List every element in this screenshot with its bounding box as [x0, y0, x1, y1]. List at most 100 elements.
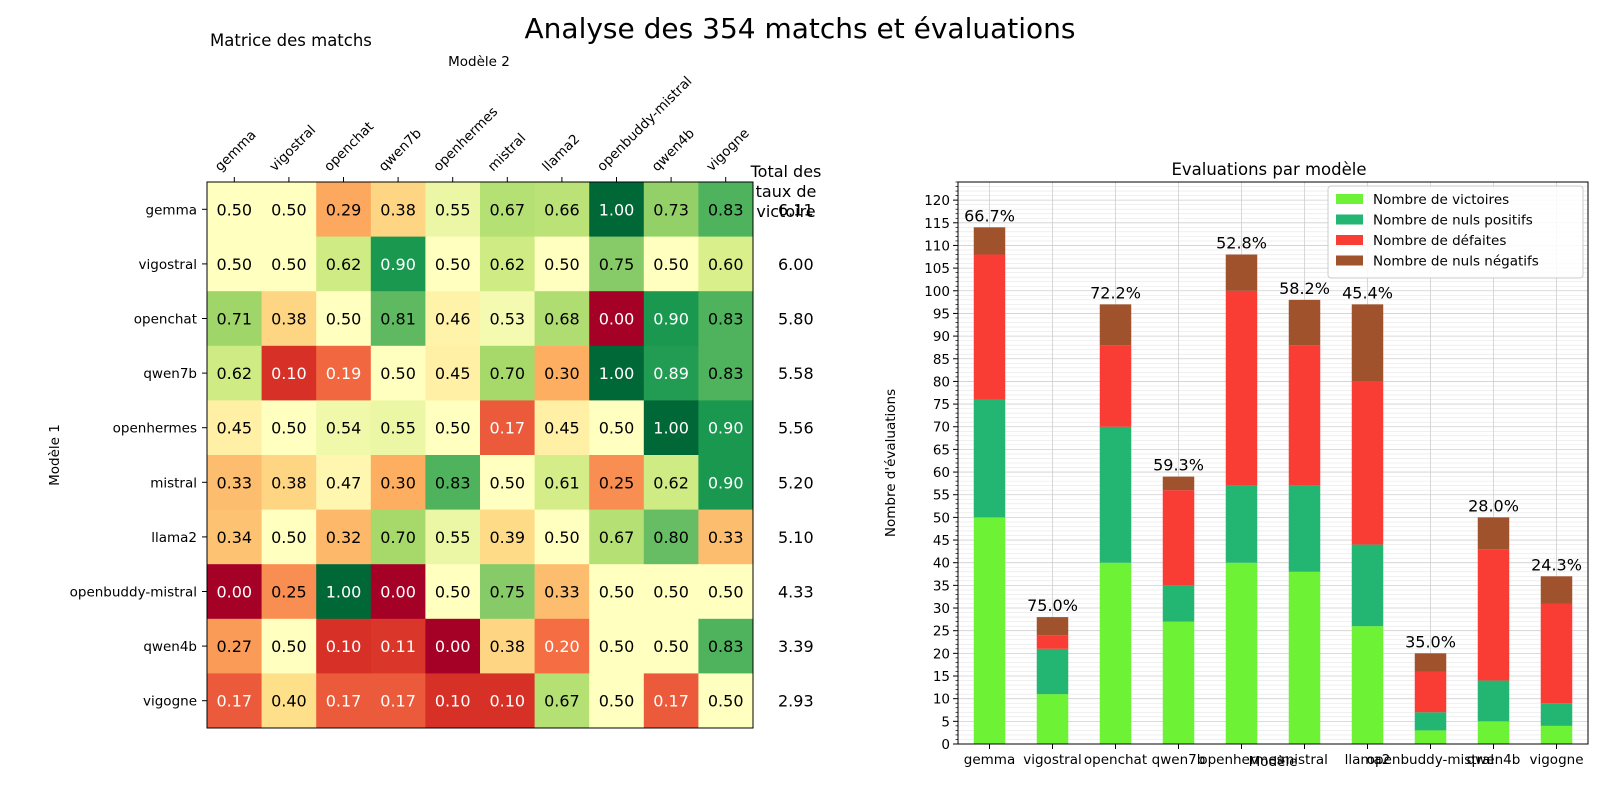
heatmap-cell-value: 0.20	[544, 637, 580, 656]
bar-segment	[1099, 345, 1132, 427]
y-tick-label: vigogne	[143, 694, 197, 710]
bar-segment	[973, 399, 1006, 518]
heatmap-cell	[425, 236, 481, 292]
x-tick-label: vigostral	[1023, 752, 1081, 768]
heatmap-cell	[534, 455, 590, 511]
heatmap-cell-value: 0.00	[599, 310, 635, 329]
y-tick-label: 115	[924, 216, 950, 232]
bar-total-label: 72.2%	[1090, 283, 1141, 302]
heatmap-cell	[589, 455, 645, 511]
y-tick-label: 25	[933, 624, 950, 640]
heatmap-cell	[261, 618, 317, 674]
y-tick-label: openhermes	[113, 421, 197, 437]
heatmap-cell	[643, 564, 699, 620]
y-tick-label: 120	[924, 193, 950, 209]
bar-segment	[1162, 621, 1195, 744]
heatmap-cell-value: 0.90	[653, 310, 689, 329]
heatmap-cell-value: 0.11	[380, 637, 416, 656]
heatmap-cell	[589, 509, 645, 565]
heatmap-cell	[261, 400, 317, 456]
x-tick-label: openbuddy-mistral	[594, 73, 695, 174]
y-tick-label: 60	[933, 465, 950, 481]
heatmap-frame	[206, 181, 754, 729]
bar-segment	[1477, 680, 1510, 722]
heatmap-cell	[316, 455, 372, 511]
heatmap-cell	[534, 236, 590, 292]
heatmap-cell-value: 0.00	[216, 583, 252, 602]
heatmap-cell-value: 0.83	[708, 637, 744, 656]
heatmap-cell-value: 0.66	[544, 200, 580, 219]
y-tick-label: 110	[924, 238, 950, 254]
y-tick-label: 75	[933, 397, 950, 413]
y-axis-label: Nombre d'évaluations	[883, 389, 899, 537]
heatmap-cell-value: 0.55	[380, 419, 416, 438]
heatmap-cell-value: 0.50	[271, 528, 307, 547]
bar-total-label: 75.0%	[1027, 596, 1078, 615]
y-tick-label: 70	[933, 420, 950, 436]
bar-segment	[1225, 485, 1258, 563]
bar-segment	[1162, 490, 1195, 586]
x-tick-label: vigogne	[1530, 752, 1584, 768]
heatmap-cell	[370, 345, 426, 401]
heatmap-cell	[643, 291, 699, 347]
totals-header: Total des taux de victoire	[750, 162, 822, 221]
total-value: 5.80	[778, 310, 814, 329]
heatmap-cell	[698, 509, 754, 565]
legend-swatch	[1336, 235, 1363, 245]
heatmap-cell-value: 0.53	[489, 310, 525, 329]
heatmap-cell-value: 0.70	[380, 528, 416, 547]
bar-segment	[1477, 721, 1510, 744]
heatmap-cell	[480, 182, 536, 238]
heatmap-cell-value: 0.83	[435, 473, 471, 492]
heatmap-cell	[370, 509, 426, 565]
heatmap-cell-value: 0.67	[544, 692, 580, 711]
heatmap-cell	[480, 618, 536, 674]
heatmap-cell	[480, 673, 536, 729]
heatmap-cell-value: 1.00	[326, 583, 362, 602]
heatmap-cell	[425, 400, 481, 456]
heatmap-cell-value: 0.38	[271, 310, 307, 329]
y-tick-label: 65	[933, 442, 950, 458]
bar-segment	[1036, 617, 1069, 636]
heatmap-cell-value: 0.17	[216, 692, 252, 711]
heatmap-cell-value: 0.50	[599, 637, 635, 656]
heatmap-cell-value: 0.50	[380, 364, 416, 383]
figure-title: Analyse des 354 matchs et évaluations	[524, 12, 1076, 45]
total-value: 5.10	[778, 528, 814, 547]
heatmap-cell-value: 0.47	[326, 473, 362, 492]
heatmap-chart: 0.50 0.50 0.29 0.38 0.55 0.67 0.66 1.00 0.73 0.83…	[47, 54, 814, 729]
heatmap-cell-value: 0.75	[599, 255, 635, 274]
heatmap-cell-value: 0.50	[489, 473, 525, 492]
heatmap-cell-value: 0.50	[216, 200, 252, 219]
total-value: 2.93	[778, 692, 814, 711]
heatmap-cell	[316, 673, 372, 729]
heatmap-cell-value: 0.50	[653, 583, 689, 602]
heatmap-cell-value: 0.62	[216, 364, 252, 383]
heatmap-cell-value: 0.50	[653, 637, 689, 656]
heatmap-cell	[370, 564, 426, 620]
bar-segment	[1162, 476, 1195, 491]
bar-segment	[1225, 290, 1258, 486]
total-value: 5.56	[778, 419, 814, 438]
heatmap-cell	[207, 345, 263, 401]
bar-segment	[973, 227, 1006, 255]
heatmap-cell	[370, 673, 426, 729]
heatmap-cell-value: 0.50	[271, 200, 307, 219]
y-tick-label: 30	[933, 601, 950, 617]
total-value: 5.58	[778, 364, 814, 383]
x-tick-label: openchat	[1084, 752, 1147, 768]
heatmap-cell-value: 0.70	[489, 364, 525, 383]
x-tick-label: openhermes	[1199, 752, 1283, 768]
heatmap-cell-value: 0.83	[708, 364, 744, 383]
heatmap-cell-value: 0.62	[489, 255, 525, 274]
bar-total-label: 28.0%	[1468, 496, 1519, 515]
heatmap-cell	[261, 673, 317, 729]
x-axis-label: Modèle	[1249, 754, 1298, 770]
heatmap-cell-value: 0.50	[271, 419, 307, 438]
heatmap-cell-value: 0.54	[326, 419, 362, 438]
heatmap-cell	[589, 345, 645, 401]
heatmap-cell	[534, 564, 590, 620]
bar-segment	[1036, 635, 1069, 649]
heatmap-cell	[261, 509, 317, 565]
x-tick-label: qwen7b	[1152, 752, 1206, 768]
